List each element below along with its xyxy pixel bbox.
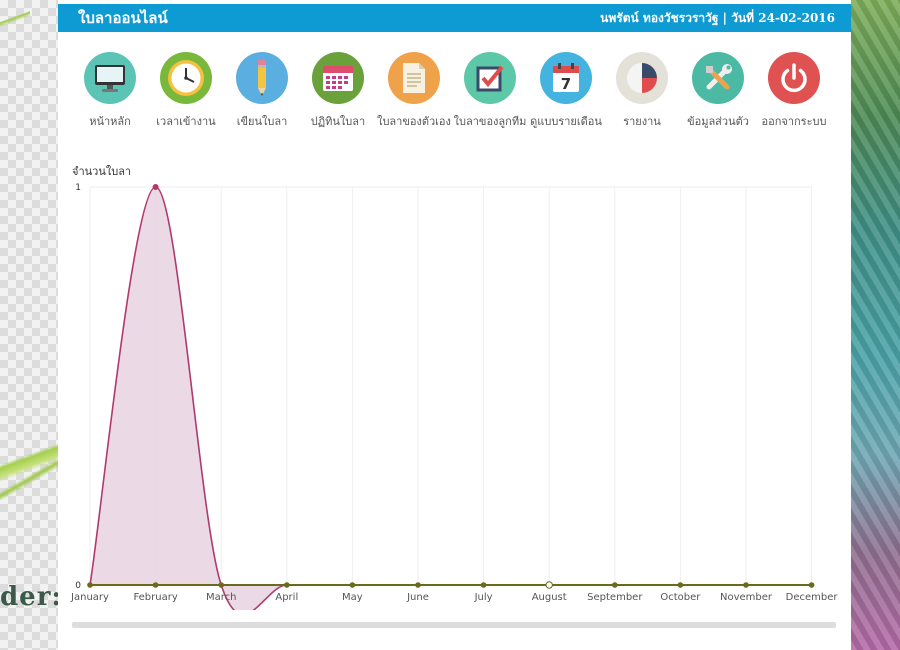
logout-button[interactable]: ออกจากระบบ <box>756 52 832 130</box>
data-point <box>349 582 356 588</box>
check-in-button[interactable]: เวลาเข้างาน <box>148 52 224 130</box>
x-tick-label: November <box>720 592 773 603</box>
main-toolbar: หน้าหลัก เวลาเข้างาน เขียนใบลา ปฏิทินใบล… <box>72 52 832 130</box>
data-point <box>87 582 93 588</box>
app-header: ใบลาออนไลน์ นพรัตน์ ทองวัชรวราวัฐ | วันท… <box>58 4 851 32</box>
x-tick-label: July <box>474 592 493 603</box>
tools-icon <box>692 52 744 104</box>
data-point <box>677 582 684 588</box>
leave-calendar-label: ปฏิทินใบลา <box>310 115 366 128</box>
x-tick-label: February <box>133 592 177 603</box>
pie-chart-icon <box>616 52 668 104</box>
data-point <box>480 582 487 588</box>
my-leave-label: ใบลาของตัวเอง <box>377 115 451 128</box>
background-leaf <box>0 440 58 500</box>
report-label: รายงาน <box>623 115 661 128</box>
background-text: der: <box>0 582 63 612</box>
leave-count-chart: January February March April May June July Augu… <box>70 183 839 610</box>
data-point <box>152 184 159 190</box>
monthly-view-label: ดูแบบรายเดือน <box>530 115 602 128</box>
data-point <box>545 581 553 589</box>
pencil-icon <box>236 52 288 104</box>
home-button[interactable]: หน้าหลัก <box>72 52 148 130</box>
x-tick-label: March <box>206 592 236 603</box>
user-info: นพรัตน์ ทองวัชรวราวัฐ | วันที่ 24-02-201… <box>600 10 835 25</box>
x-tick-label: December <box>786 592 839 603</box>
monitor-icon <box>84 52 136 104</box>
horizontal-scrollbar[interactable] <box>72 622 836 628</box>
background-leaf <box>0 10 30 28</box>
x-tick-label: October <box>660 592 701 603</box>
checkbox-icon <box>464 52 516 104</box>
write-leave-label: เขียนใบลา <box>236 115 288 128</box>
chart-title: จำนวนใบลา <box>72 165 132 178</box>
home-label: หน้าหลัก <box>89 115 131 128</box>
data-point <box>415 582 421 588</box>
data-point <box>808 582 815 588</box>
monthly-view-button[interactable]: 7 ดูแบบรายเดือน <box>528 52 604 130</box>
y-tick-label: 0 <box>75 581 81 591</box>
x-tick-label: August <box>532 592 567 603</box>
series-area <box>90 187 812 610</box>
document-icon <box>388 52 440 104</box>
my-leave-button[interactable]: ใบลาของตัวเอง <box>376 52 452 130</box>
svg-text:7: 7 <box>561 75 571 93</box>
y-tick-label: 1 <box>75 183 81 193</box>
background-photo <box>850 0 900 650</box>
check-in-label: เวลาเข้างาน <box>156 115 216 128</box>
x-tick-label: June <box>406 592 429 603</box>
app-title[interactable]: ใบลาออนไลน์ <box>78 9 168 27</box>
x-tick-label: May <box>342 592 363 603</box>
power-icon <box>768 52 820 104</box>
x-tick-label: April <box>275 592 298 603</box>
write-leave-button[interactable]: เขียนใบลา <box>224 52 300 130</box>
leave-calendar-button[interactable]: ปฏิทินใบลา <box>300 52 376 130</box>
clock-icon <box>160 52 212 104</box>
data-point <box>612 582 618 588</box>
team-leave-label: ใบลาของลูกทีม <box>453 115 527 128</box>
calendar-7-icon: 7 <box>540 52 592 104</box>
data-point <box>152 582 159 588</box>
profile-label: ข้อมูลส่วนตัว <box>687 115 749 128</box>
calendar-icon <box>312 52 364 104</box>
profile-button[interactable]: ข้อมูลส่วนตัว <box>680 52 756 130</box>
x-tick-label: January <box>70 592 109 603</box>
main-panel: ใบลาออนไลน์ นพรัตน์ ทองวัชรวราวัฐ | วันท… <box>58 0 851 650</box>
logout-label: ออกจากระบบ <box>761 115 827 128</box>
team-leave-button[interactable]: ใบลาของลูกทีม <box>452 52 528 130</box>
x-tick-label: September <box>587 592 643 603</box>
data-point <box>218 582 224 588</box>
data-point <box>743 582 749 588</box>
report-button[interactable]: รายงาน <box>604 52 680 130</box>
data-point <box>284 582 290 588</box>
